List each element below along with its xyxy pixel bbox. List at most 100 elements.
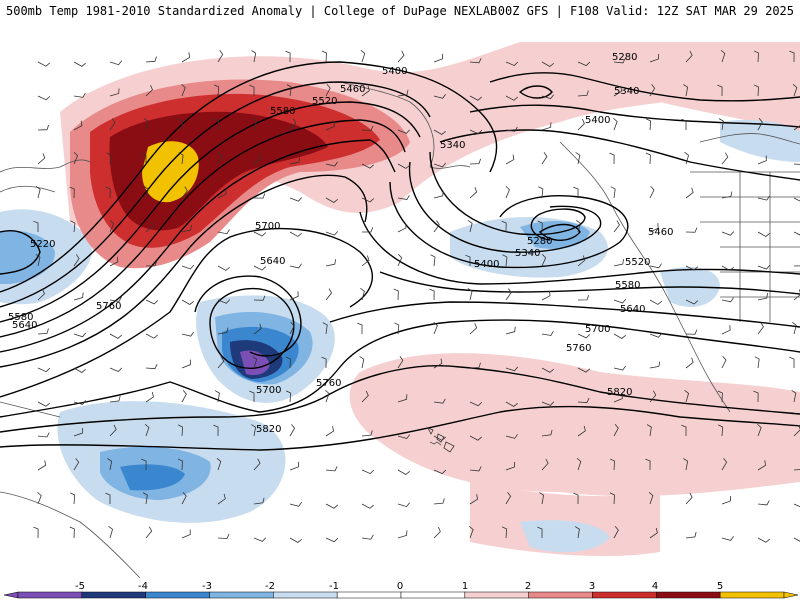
- wind-barb: [649, 53, 660, 63]
- wind-barb: [249, 84, 255, 97]
- wind-barb: [289, 197, 303, 202]
- wind-barb: [718, 424, 724, 437]
- wind-barb: [181, 264, 195, 270]
- wind-barb: [361, 430, 373, 437]
- wind-barb: [393, 288, 399, 301]
- wind-barb: [685, 50, 693, 63]
- wind-barb: [107, 458, 113, 471]
- wind-barb: [721, 325, 731, 335]
- wind-barb: [577, 90, 589, 97]
- wind-barb: [757, 118, 763, 131]
- header-bar: 500mb Temp 1981-2010 Standardized Anomal…: [0, 0, 800, 22]
- contour-label: 5760: [316, 378, 341, 389]
- wind-barb: [37, 401, 50, 407]
- wind-barb: [433, 498, 445, 505]
- wind-barb: [613, 526, 619, 539]
- wind-barb: [73, 292, 84, 301]
- contour-label: 5340: [515, 248, 540, 259]
- wind-barb: [469, 323, 478, 335]
- wind-barb: [505, 185, 510, 199]
- wind-barb: [433, 190, 444, 199]
- wind-barb: [685, 299, 699, 305]
- wind-barb: [109, 88, 120, 97]
- wind-barb: [357, 322, 363, 335]
- wind-barb: [181, 331, 194, 337]
- wind-barb: [609, 492, 615, 505]
- wind-barb: [141, 458, 147, 471]
- wind-barb: [537, 526, 543, 539]
- legend-tick-label: 3: [589, 581, 595, 592]
- wind-barb: [35, 254, 41, 267]
- wind-barb: [325, 84, 331, 97]
- wind-barb: [430, 254, 436, 267]
- wind-barb: [505, 126, 518, 132]
- wind-barb: [397, 129, 411, 134]
- wind-barb: [721, 191, 733, 199]
- wind-barb: [35, 186, 41, 199]
- wind-barb: [109, 256, 119, 267]
- wind-barb: [791, 390, 797, 403]
- wind-barb: [649, 333, 663, 338]
- anomaly-region: [240, 350, 270, 376]
- wind-barb: [217, 299, 231, 304]
- wind-barb: [325, 259, 337, 267]
- wind-barb: [541, 152, 548, 165]
- wind-barb: [322, 322, 328, 335]
- wind-barb: [505, 288, 512, 301]
- wind-barb: [325, 197, 338, 203]
- wind-barb: [469, 187, 478, 199]
- wind-barb: [249, 390, 255, 403]
- wind-barb: [467, 288, 473, 301]
- wind-barb: [681, 118, 687, 131]
- wind-barb: [645, 152, 651, 165]
- wind-barb: [325, 161, 338, 167]
- model-valid-time: 00Z GFS | F108 Valid: 12Z SAT MAR 29 202…: [497, 4, 794, 18]
- wind-barb: [37, 491, 42, 505]
- wind-barb: [469, 466, 482, 472]
- wind-barb: [757, 155, 767, 165]
- wind-barb: [613, 117, 618, 131]
- wind-barb: [541, 458, 549, 471]
- wind-barb: [789, 356, 795, 369]
- contour-label: 5640: [12, 320, 37, 331]
- wind-barb: [577, 397, 590, 403]
- contour-label: 5820: [256, 424, 281, 435]
- wind-barb: [465, 254, 471, 266]
- wind-barb: [181, 83, 186, 97]
- wind-barb: [541, 367, 554, 373]
- wind-barb: [576, 457, 582, 471]
- wind-barb: [33, 220, 39, 233]
- wind-barb: [181, 359, 191, 369]
- wind-barb: [253, 265, 267, 271]
- wind-barb: [649, 185, 655, 199]
- wind-barb: [433, 321, 438, 335]
- wind-barb: [70, 220, 76, 233]
- contour-label: 5700: [256, 385, 281, 396]
- wind-barb: [433, 398, 446, 404]
- anomaly-map[interactable]: 5400 5460 5520 5580 5700 5640 5760 5220 …: [0, 22, 800, 579]
- wind-barb: [145, 363, 158, 370]
- wind-barb: [217, 493, 226, 505]
- wind-barb: [433, 526, 441, 539]
- wind-barb: [289, 424, 296, 437]
- contour-label: 5580: [615, 280, 640, 291]
- legend-swatch: [719, 591, 785, 599]
- wind-barb: [325, 503, 338, 509]
- wind-barb: [793, 503, 800, 508]
- wind-barb: [649, 84, 656, 97]
- wind-barb: [610, 186, 616, 199]
- wind-barb: [613, 333, 626, 339]
- wind-barb: [285, 390, 292, 403]
- wind-barb: [109, 367, 123, 372]
- wind-barb: [397, 356, 404, 369]
- wind-barb: [469, 158, 481, 165]
- wind-barb: [397, 163, 410, 169]
- wind-barb: [37, 61, 51, 67]
- wind-barb: [325, 288, 333, 301]
- legend-arrow-right: [783, 591, 799, 599]
- wind-barb: [433, 220, 440, 233]
- wind-barb: [105, 186, 111, 199]
- wind-barb: [649, 527, 658, 539]
- wind-barb: [684, 389, 690, 403]
- wind-barb: [325, 426, 335, 437]
